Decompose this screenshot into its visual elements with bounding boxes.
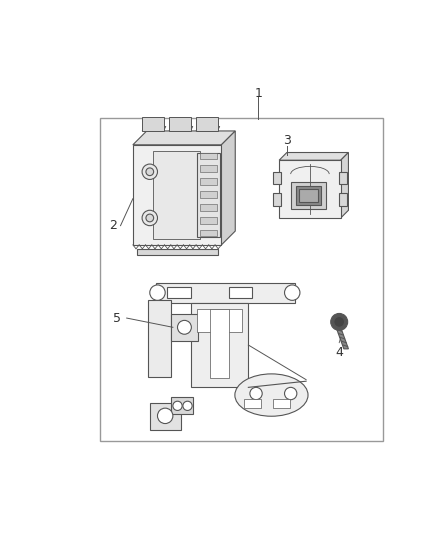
Circle shape	[334, 317, 345, 327]
Circle shape	[146, 168, 154, 175]
Bar	[273, 399, 290, 408]
Bar	[196, 117, 218, 131]
Text: 3: 3	[283, 134, 291, 148]
Bar	[197, 152, 220, 237]
Bar	[171, 314, 198, 341]
Bar	[200, 165, 217, 172]
Circle shape	[173, 401, 182, 410]
Polygon shape	[341, 152, 349, 218]
Text: 1: 1	[254, 87, 262, 100]
Circle shape	[177, 320, 191, 334]
Bar	[200, 178, 217, 185]
Text: 4: 4	[335, 346, 343, 359]
Bar	[133, 145, 221, 245]
Polygon shape	[133, 131, 235, 145]
Polygon shape	[169, 126, 193, 131]
Polygon shape	[221, 131, 235, 245]
Bar	[197, 309, 242, 332]
Bar	[339, 193, 347, 206]
Bar	[210, 309, 229, 378]
Bar	[200, 152, 217, 159]
Circle shape	[285, 285, 300, 301]
Polygon shape	[196, 126, 220, 131]
Bar	[148, 301, 171, 377]
Bar	[229, 287, 252, 298]
Polygon shape	[337, 329, 349, 349]
Bar	[279, 160, 341, 218]
Bar	[169, 117, 191, 131]
Bar	[200, 204, 217, 211]
Bar	[296, 185, 321, 205]
Bar	[273, 172, 281, 184]
Text: 2: 2	[109, 219, 117, 232]
Bar	[200, 191, 217, 198]
Bar	[273, 193, 281, 206]
Bar	[299, 189, 318, 202]
Bar	[200, 230, 217, 237]
Polygon shape	[279, 152, 349, 160]
Circle shape	[146, 214, 154, 222]
Text: 5: 5	[113, 312, 121, 325]
Bar	[142, 117, 164, 131]
Bar	[137, 249, 218, 255]
Bar	[291, 182, 326, 209]
Polygon shape	[156, 284, 294, 303]
Circle shape	[250, 387, 262, 400]
Ellipse shape	[235, 374, 308, 416]
Polygon shape	[142, 126, 166, 131]
Circle shape	[285, 387, 297, 400]
Bar	[100, 118, 383, 441]
Circle shape	[150, 285, 165, 301]
Bar	[167, 287, 191, 298]
Circle shape	[142, 210, 158, 225]
Circle shape	[183, 401, 192, 410]
Circle shape	[331, 313, 348, 330]
Bar	[171, 398, 193, 414]
Bar	[200, 217, 217, 224]
Bar	[150, 403, 180, 430]
Bar	[153, 151, 200, 239]
Bar	[191, 303, 248, 387]
Bar	[244, 399, 261, 408]
Bar	[339, 172, 347, 184]
Circle shape	[142, 164, 158, 180]
Circle shape	[158, 408, 173, 424]
